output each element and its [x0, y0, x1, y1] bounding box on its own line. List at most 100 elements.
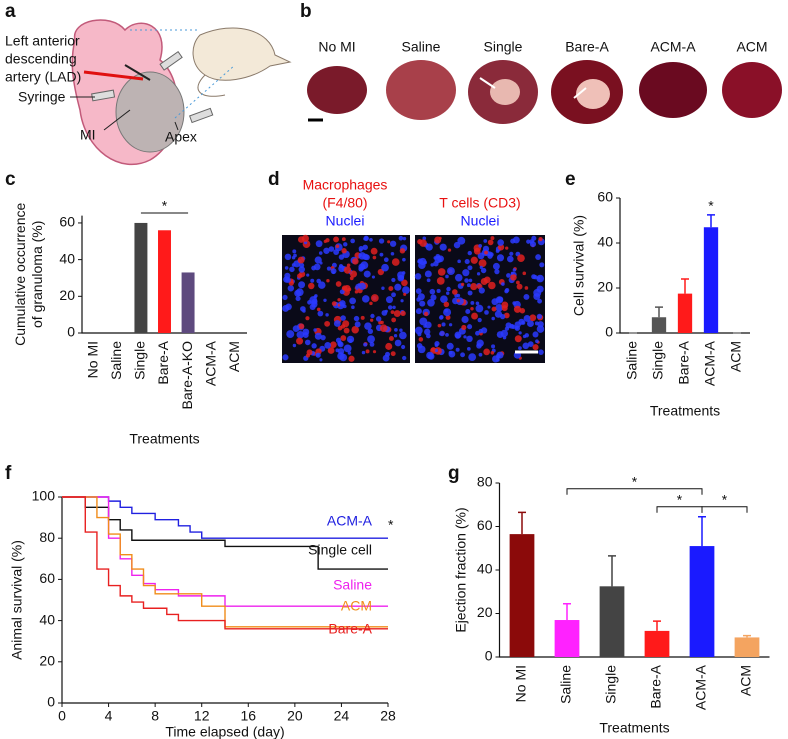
bar — [158, 230, 171, 333]
stain-dot — [353, 315, 360, 322]
y-tick-label: 20 — [39, 653, 55, 669]
stain-dot — [427, 353, 435, 360]
panel-letter: b — [300, 1, 312, 22]
stain-dot — [325, 238, 330, 243]
stain-dot — [285, 277, 290, 282]
stain-dot — [437, 268, 446, 276]
stain-dot — [488, 281, 496, 290]
stain-dot — [535, 254, 542, 260]
stain-dot — [445, 314, 451, 320]
significance-bracket — [701, 506, 748, 513]
stain-dot — [462, 269, 470, 277]
stain-dot — [397, 274, 404, 282]
stain-dot — [388, 286, 394, 291]
stain-dot — [391, 317, 397, 323]
stain-dot — [441, 322, 446, 327]
stain-dot — [509, 251, 514, 256]
stain-dot — [384, 309, 388, 313]
stain-dot — [464, 278, 469, 283]
stain-dot — [370, 247, 378, 255]
stain-dot — [536, 313, 543, 320]
stain-dot — [349, 297, 357, 305]
error-bar — [653, 620, 661, 631]
stain-dot — [306, 349, 313, 356]
significance-mark: * — [388, 517, 394, 533]
x-tick-label: 4 — [105, 708, 113, 724]
stain-dot — [292, 249, 297, 254]
stain-dot — [314, 256, 322, 264]
stain-dot — [365, 349, 370, 354]
stain-dot — [370, 313, 375, 319]
stain-dot — [296, 331, 305, 339]
stain-dot — [475, 330, 480, 336]
stain-dot — [318, 251, 323, 255]
stain-dot — [341, 237, 346, 242]
stain-dot — [536, 276, 541, 280]
stain-dot — [298, 281, 306, 289]
y-tick-label: 60 — [477, 517, 493, 533]
x-tick-label: Bare-A — [676, 340, 692, 384]
stain-dot — [388, 336, 394, 341]
stain-dot — [419, 239, 427, 247]
stain-dot — [460, 282, 465, 286]
stain-dot — [323, 298, 327, 302]
stain-dot — [477, 317, 482, 323]
stain-dot — [330, 341, 337, 348]
stain-dot — [389, 240, 397, 247]
stain-dot — [470, 283, 478, 291]
x-axis-label: Time elapsed (day) — [165, 724, 284, 739]
stain-dot — [401, 344, 406, 350]
heart-photos — [307, 60, 782, 124]
x-tick-label: Bare-A — [155, 340, 171, 384]
stain-dot — [522, 271, 527, 276]
series-label: Single cell — [308, 542, 372, 558]
stain-dot — [536, 325, 545, 333]
stain-dot — [394, 339, 402, 347]
stain-dot — [516, 283, 523, 290]
y-tick-label: 20 — [477, 604, 493, 620]
stain-dot — [402, 257, 406, 262]
stain-dot — [497, 239, 504, 246]
stain-dot — [527, 341, 534, 347]
stain-dot — [522, 342, 530, 350]
stain-dot — [475, 304, 484, 313]
stain-dot — [326, 266, 332, 271]
stain-dot — [297, 256, 305, 264]
stain-dot — [399, 328, 403, 332]
stain-dot — [478, 244, 483, 248]
x-tick-label: ACM-A — [693, 664, 709, 710]
y-tick-label: 100 — [32, 488, 56, 504]
stain-dot — [339, 353, 348, 362]
x-tick-label: ACM-A — [702, 340, 718, 386]
stain-dot — [315, 352, 321, 358]
stain-dot — [358, 282, 366, 290]
error-bar — [563, 602, 571, 621]
stain-dot — [440, 295, 448, 304]
stain-dot — [524, 333, 530, 338]
stain-dot — [292, 343, 297, 348]
stain-dot — [390, 251, 395, 256]
stain-dot — [361, 350, 366, 355]
significance-bracket — [656, 506, 703, 513]
stain-dot — [510, 271, 514, 275]
stain-dot — [392, 305, 396, 310]
stain-dot — [506, 273, 511, 278]
y-tick-label: 60 — [39, 570, 55, 586]
y-tick-label: 80 — [39, 529, 55, 545]
stain-dot — [341, 248, 347, 254]
stain-dot — [398, 235, 404, 241]
stain-dot — [419, 300, 426, 307]
stain-dot — [426, 278, 431, 283]
stain-dot — [524, 286, 529, 290]
stain-dot — [495, 358, 500, 362]
stain-dot — [343, 344, 352, 353]
stain-dot — [513, 305, 522, 313]
x-tick-label: 0 — [58, 708, 66, 724]
stain-dot — [467, 290, 473, 296]
stain-dot — [447, 248, 452, 252]
stain-dot — [439, 243, 447, 251]
stain-dot — [390, 310, 395, 314]
x-axis-label: Treatments — [129, 431, 199, 447]
stain-dot — [515, 280, 520, 285]
stain-dot — [448, 323, 453, 327]
